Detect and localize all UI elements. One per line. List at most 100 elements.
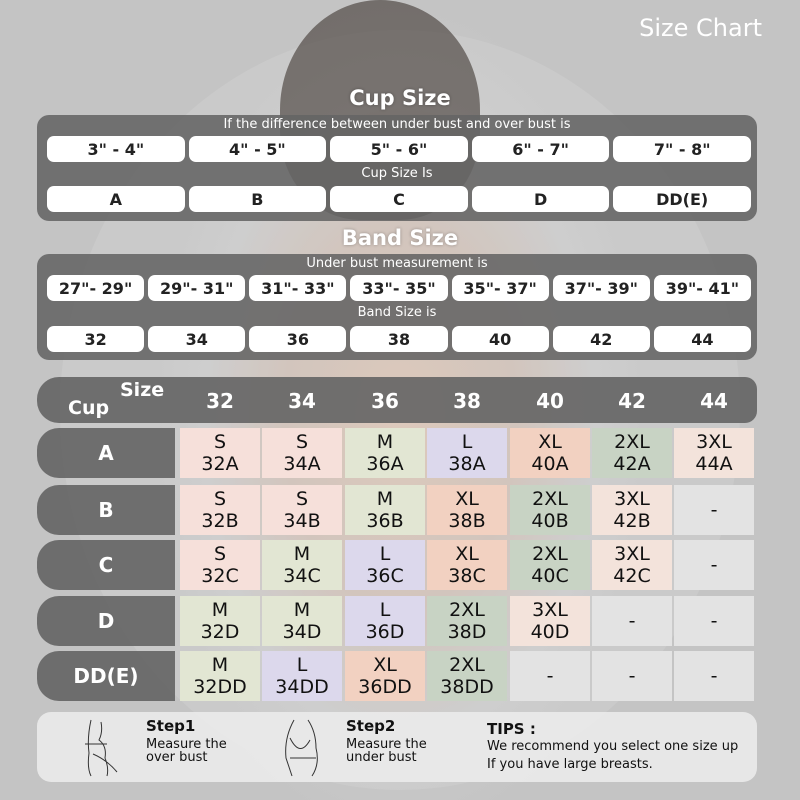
table-cell: M 36A [345, 428, 425, 478]
cell-size: M [211, 599, 229, 621]
band-measurement-pill: 27"- 29" [47, 275, 145, 301]
row-header: C [37, 540, 175, 590]
step2-title: Step2 [346, 717, 396, 735]
column-header: 36 [371, 389, 399, 413]
band-measurement-pill: 31"- 33" [249, 275, 347, 301]
column-header: 42 [618, 389, 646, 413]
band-measurement-pill: 33"- 35" [350, 275, 448, 301]
under-bust-figure-icon [285, 719, 318, 777]
cell-size: 3XL [614, 488, 650, 510]
cell-size: 3XL [696, 431, 732, 453]
cell-code: 40B [531, 510, 569, 532]
table-cell: - [510, 651, 590, 701]
band-result-pill: 42 [552, 326, 650, 352]
table-cell: S 34A [262, 428, 342, 478]
table-cell: S 34B [262, 485, 342, 535]
cell-size: 2XL [614, 431, 650, 453]
table-cell: - [674, 651, 754, 701]
table-cell: S 32A [180, 428, 260, 478]
table-cell: 3XL 42C [592, 540, 672, 590]
table-cell: 2XL 40C [510, 540, 590, 590]
band-result-pill: 34 [148, 326, 246, 352]
cell-code: 42B [613, 510, 651, 532]
cup-result-pill: C [330, 186, 468, 212]
cell-code: 38A [448, 453, 486, 475]
cell-size: M [376, 431, 394, 453]
cell-size: S [295, 431, 309, 453]
table-cell: L 36D [345, 596, 425, 646]
cell-code: 40D [530, 621, 570, 643]
table-cell: M 32D [180, 596, 260, 646]
step1-title: Step1 [146, 717, 196, 735]
cell-code: 44A [695, 453, 733, 475]
cell-size: S [213, 488, 227, 510]
table-cell: 3XL 42B [592, 485, 672, 535]
table-cell: L 34DD [262, 651, 342, 701]
column-header: 44 [700, 389, 728, 413]
cell-size: - [710, 499, 718, 521]
band-size-panel: Under bust measurement is 27"- 29" 29"- 3… [37, 254, 757, 360]
cell-code: 34D [282, 621, 322, 643]
cup-difference-pill: 7" - 8" [613, 136, 751, 162]
table-cell: XL 36DD [345, 651, 425, 701]
band-measurement-pill: 35"- 37" [451, 275, 549, 301]
table-cell: XL 40A [510, 428, 590, 478]
table-cell: 2XL 38DD [427, 651, 507, 701]
band-measurement-pill: 39"- 41" [653, 275, 751, 301]
table-cell: XL 38B [427, 485, 507, 535]
cup-difference-pill: 6" - 7" [471, 136, 610, 162]
table-cell: S 32B [180, 485, 260, 535]
cell-code: 36B [366, 510, 404, 532]
cell-size: L [296, 654, 308, 676]
cell-size: S [213, 431, 227, 453]
cell-size: - [710, 554, 718, 576]
cup-difference-pill: 3" - 4" [47, 136, 185, 162]
cell-size: S [213, 543, 227, 565]
cell-size: 2XL [532, 543, 568, 565]
table-cell: M 34C [262, 540, 342, 590]
cell-code: 32B [201, 510, 239, 532]
row-header: A [37, 428, 175, 478]
step1-text: Measure the [146, 737, 227, 752]
cell-size: L [379, 543, 391, 565]
column-header: 38 [453, 389, 481, 413]
cell-size: 2XL [449, 654, 485, 676]
cup-result-pill: DD(E) [613, 186, 751, 212]
band-result-pill: 38 [350, 326, 448, 352]
cell-size: XL [455, 543, 479, 565]
table-cell: 2XL 42A [592, 428, 672, 478]
cell-code: 32A [201, 453, 239, 475]
table-header: Size Cup 32 34 36 38 40 42 44 [37, 377, 757, 423]
cell-code: 38C [448, 565, 486, 587]
step1-text2: over bust [146, 750, 208, 765]
column-header: 40 [536, 389, 564, 413]
cell-size: 2XL [532, 488, 568, 510]
cup-difference-row: 3" - 4" 4" - 5" 5" - 6" 6" - 7" 7" - 8" [47, 136, 751, 162]
cell-size: M [376, 488, 394, 510]
band-instruction: Under bust measurement is [306, 256, 488, 271]
step2-text: Measure the [346, 737, 427, 752]
column-header: 34 [288, 389, 316, 413]
cup-difference-pill: 5" - 6" [330, 136, 468, 162]
cell-code: 32C [201, 565, 239, 587]
tips-line2: If you have large breasts. [487, 757, 653, 772]
cell-size: XL [455, 488, 479, 510]
table-cell: M 32DD [180, 651, 260, 701]
cell-code: 34B [283, 510, 321, 532]
cell-size: - [628, 610, 636, 632]
cell-code: 40C [531, 565, 569, 587]
cell-size: - [628, 665, 636, 687]
cell-size: M [293, 543, 311, 565]
cup-difference-pill: 4" - 5" [188, 136, 327, 162]
band-measurement-pill: 29"- 31" [148, 275, 246, 301]
cell-code: 42A [613, 453, 651, 475]
cell-size: M [211, 654, 229, 676]
band-measurement-row: 27"- 29" 29"- 31" 31"- 33" 33"- 35" 35"- 37"… [47, 275, 751, 301]
cell-code: 32D [200, 621, 240, 643]
cell-size: - [710, 610, 718, 632]
table-cell: - [674, 596, 754, 646]
tips-title: TIPS : [487, 720, 536, 738]
row-header: DD(E) [37, 651, 175, 701]
cell-code: 34A [283, 453, 321, 475]
cell-code: 40A [531, 453, 569, 475]
